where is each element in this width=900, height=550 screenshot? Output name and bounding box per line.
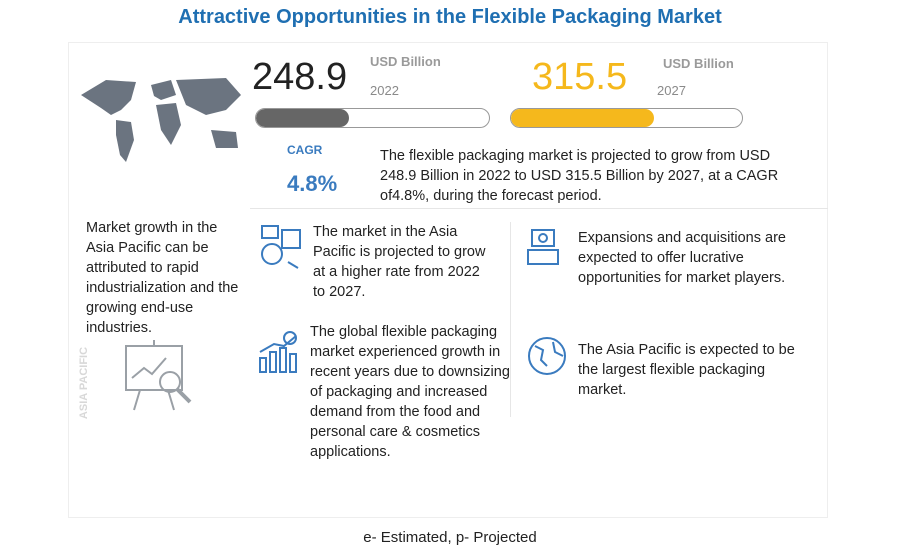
insight: The Asia Pacific is expected to be the l… — [578, 342, 795, 398]
progress-bar — [510, 108, 743, 128]
icon — [528, 337, 566, 375]
stat-unit: USD Billion — [663, 56, 734, 71]
stat-year: 2027 — [657, 83, 686, 98]
cagr-label: CAGR — [287, 143, 323, 157]
stat-unit: USD Billion — [370, 54, 441, 69]
icon — [261, 225, 301, 269]
panel — [68, 42, 828, 518]
cagr-value: 4.8% — [287, 171, 338, 196]
side-label: ASIA PACIFIC — [78, 346, 90, 420]
stat-value: 315.5 — [532, 56, 628, 98]
divider — [510, 222, 511, 417]
summary: The flexible packaging market is project… — [380, 148, 779, 204]
side-note: Market growth in the Asia Pacific can be… — [86, 220, 239, 336]
title: Attractive Opportunities in the Flexible… — [178, 6, 722, 28]
icon — [527, 229, 559, 265]
divider — [250, 208, 828, 209]
footnote: e- Estimated, p- Projected — [363, 529, 537, 546]
analytics-icon — [125, 340, 192, 411]
progress-bar — [255, 108, 490, 128]
insight: The market in the Asia Pacific is projec… — [313, 224, 486, 300]
insight: Expansions and acquisitions are expected… — [578, 230, 786, 286]
insight: The global flexible packaging market exp… — [310, 324, 510, 460]
icon — [259, 331, 297, 373]
stat-value: 248.9 — [252, 56, 348, 98]
stat-year: 2022 — [370, 83, 399, 98]
world-map — [81, 78, 241, 162]
